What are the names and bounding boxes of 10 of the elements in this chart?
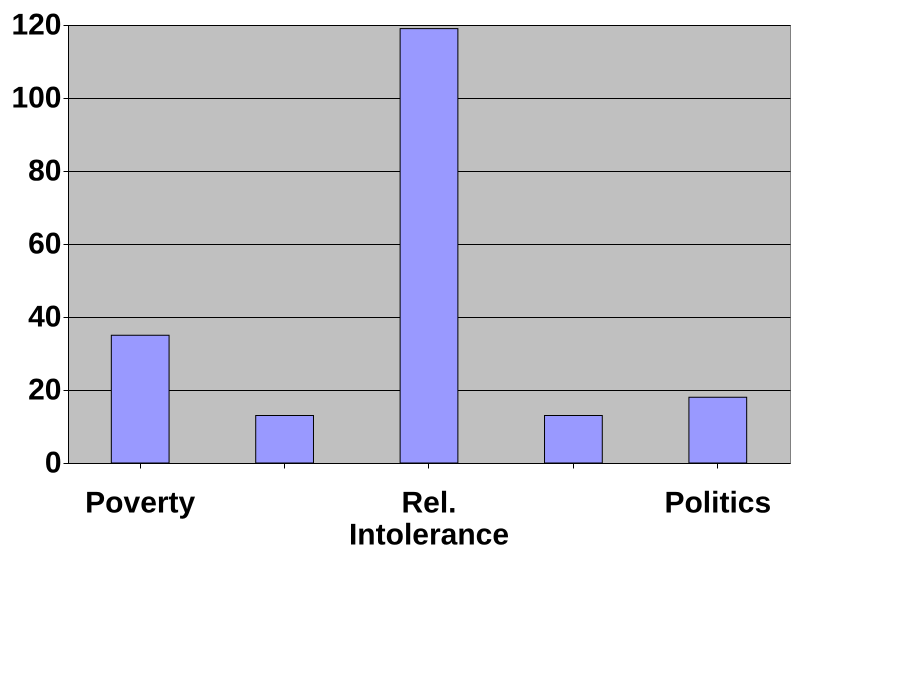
y-tick-label: 60 [28, 228, 62, 260]
x-tick-label: Rel. Intolerance [348, 486, 510, 552]
x-tick-label: Politics [664, 486, 772, 520]
y-tick-label: 40 [28, 300, 62, 334]
x-tick-label: Poverty [85, 486, 196, 520]
y-tick-label: 100 [11, 82, 62, 114]
y-tick-label: 20 [28, 374, 62, 406]
y-tick-label: 0 [44, 446, 62, 480]
y-tick-label: 80 [28, 154, 62, 188]
y-tick-label: 120 [11, 8, 62, 42]
